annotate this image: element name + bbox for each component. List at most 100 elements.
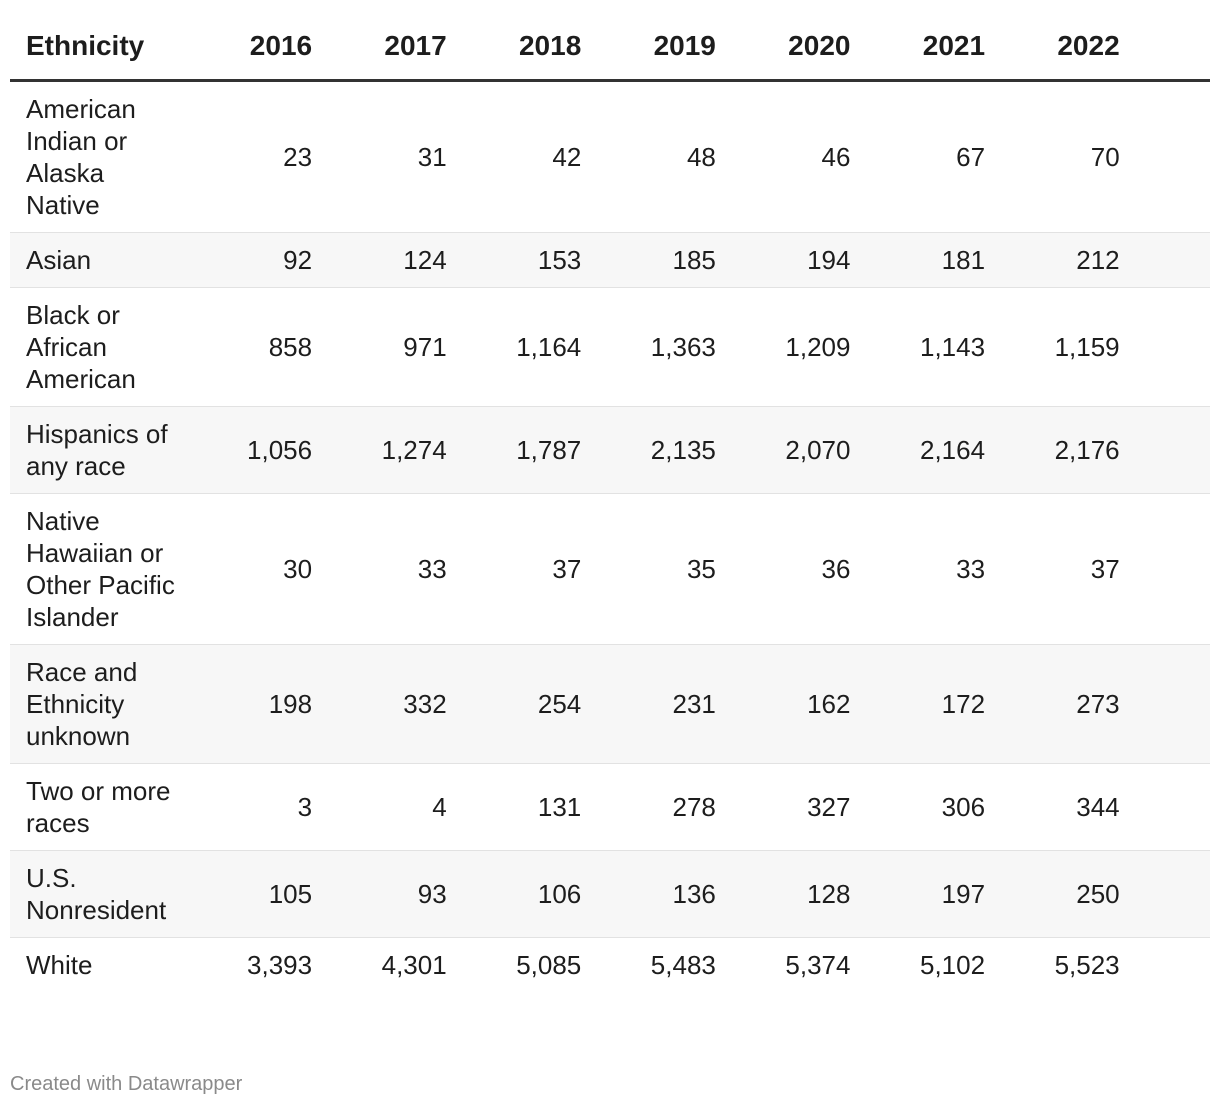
cell-value: 332 [312,644,447,764]
header-filler [1119,30,1210,82]
table-row: American Indian or Alaska Native 23 31 42 48… [10,80,1210,233]
cell-value: 1,209 [715,287,851,407]
cell-value: 70 [985,80,1120,233]
cell-value: 1,164 [446,287,582,407]
cell-value: 128 [715,850,851,938]
table-row: U.S. Nonresident 105 93 106 136 128 197 250 [10,850,1210,938]
row-label: Asian [10,232,178,288]
row-label: Native Hawaiian or Other Pacific Islande… [10,493,178,645]
cell-value: 278 [581,763,716,851]
cell-value: 344 [985,763,1120,851]
cell-value: 5,483 [650,950,716,980]
cell-value: 231 [581,644,716,764]
table-head: Ethnicity 2016 2017 2018 2019 2020 2021 2022 [10,30,1210,82]
cell-value: 273 [985,644,1120,764]
cell-value: 5,374 [785,950,851,980]
table-row: Hispanics of any race 1,056 1,274 1,787 2,13… [10,406,1210,494]
cell-value: 2,135 [581,406,716,494]
table-row: Race and Ethnicity unknown 198 332 254 231 16… [10,644,1210,764]
cell-value: 1,159 [985,287,1120,407]
cell-value: 250 [985,850,1120,938]
table-row: Native Hawaiian or Other Pacific Islande… [10,493,1210,645]
cell-value: 197 [850,850,986,938]
cell-value: 37 [985,493,1120,645]
cell-value: 131 [446,763,582,851]
cell-value: 105 [177,850,313,938]
cell-value: 185 [581,232,716,288]
cell-value: 212 [985,232,1120,288]
column-header: 2019 [581,30,716,82]
row-filler [1119,493,1210,645]
cell-value: 33 [312,493,447,645]
row-label: U.S. Nonresident [10,850,178,938]
cell-value: 153 [446,232,582,288]
column-header: 2016 [177,30,313,82]
cell-value: 5,085 [516,950,582,980]
cell-value: 67 [850,80,986,233]
footer: Created with Datawrapper [10,1073,243,1095]
column-header: 2018 [446,30,582,82]
cell-value: 31 [312,80,447,233]
cell-value: 30 [177,493,313,645]
cell-value: 858 [177,287,313,407]
cell-value: 2,164 [850,406,986,494]
row-filler [1120,938,1210,993]
cell-value: 48 [581,80,716,233]
cell-value: 37 [446,493,582,645]
cell-value: 2,070 [715,406,851,494]
cell-value: 2,176 [985,406,1120,494]
cell-value: 1,056 [177,406,313,494]
cell-value: 36 [715,493,851,645]
cell-value: 42 [446,80,582,233]
cell-value: 162 [715,644,851,764]
cell-value: 172 [850,644,986,764]
row-filler [1119,287,1210,407]
cell-value: 23 [177,80,313,233]
table-row: Asian 92 124 153 185 194 181 212 [10,232,1210,288]
row-filler [1119,850,1210,938]
cell-value: 306 [850,763,986,851]
cell-value: 4 [312,763,447,851]
row-label: Hispanics of any race [10,406,178,494]
cell-value: 3,393 [247,950,313,980]
row-filler [1119,644,1210,764]
column-header: 2020 [715,30,851,82]
row-filler [1119,232,1210,288]
row-label: White [26,950,93,980]
cell-value: 1,363 [581,287,716,407]
cell-value: 5,102 [919,950,986,980]
table-row: Black or African American 858 971 1,164 1,36… [10,287,1210,407]
row-filler [1119,80,1210,233]
row-label: Two or more races [10,763,178,851]
cell-value: 46 [715,80,851,233]
data-table: Ethnicity 2016 2017 2018 2019 2020 2021 2022 Am… [10,30,1210,992]
row-label: American Indian or Alaska Native [10,80,178,233]
row-label: Black or African American [10,287,178,407]
column-header: 2017 [312,30,447,82]
column-header: 2021 [850,30,986,82]
cell-value: 5,523 [1054,950,1120,980]
cell-value: 92 [177,232,313,288]
cell-value: 1,274 [312,406,447,494]
table-body: American Indian or Alaska Native 23 31 42 48… [10,80,1210,993]
cell-value: 198 [177,644,313,764]
row-filler [1119,406,1210,494]
cell-value: 194 [715,232,851,288]
cell-value: 971 [312,287,447,407]
cell-value: 1,143 [850,287,986,407]
row-filler [1119,763,1210,851]
row-label: Race and Ethnicity unknown [10,644,178,764]
cell-value: 3 [177,763,313,851]
cell-value: 181 [850,232,986,288]
cell-value: 106 [446,850,582,938]
cell-value: 33 [850,493,986,645]
cell-value: 4,301 [381,950,447,980]
column-header: 2022 [985,30,1120,82]
cell-value: 254 [446,644,582,764]
cell-value: 124 [312,232,447,288]
cell-value: 1,787 [446,406,582,494]
cell-value: 327 [715,763,851,851]
table-row: White 3,393 4,301 5,085 5,483 5,374 5,102 5,523 [10,938,1210,993]
column-header: Ethnicity [10,30,178,82]
